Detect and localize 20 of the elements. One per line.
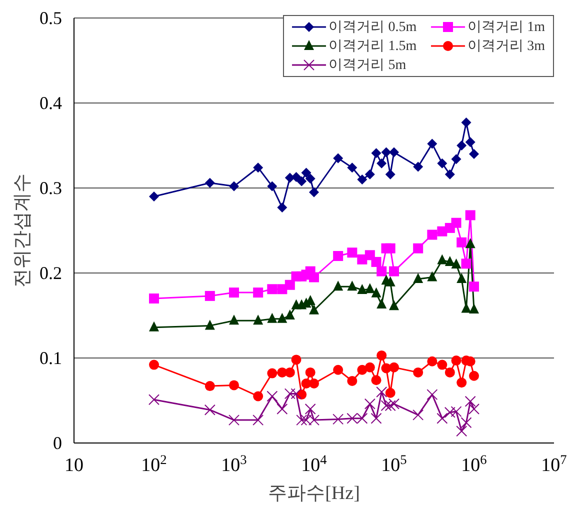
legend-label: 이격거리 5m: [328, 57, 406, 74]
y-tick-label: 0.5: [40, 8, 62, 28]
x-tick-label: 10$^{2}$: [141, 452, 167, 476]
y-tick-label: 0.2: [40, 263, 62, 283]
legend-label: 이격거리 0.5m: [328, 19, 417, 36]
legend-label: 이격거리 1m: [468, 19, 545, 36]
x-axis-title: 주파수[Hz]: [268, 483, 360, 504]
x-tick-label: 10$^{4}$: [301, 452, 328, 476]
y-axis-title: 전위간섭계수: [12, 174, 33, 288]
x-tick-label: 10$^{7}$: [541, 452, 568, 476]
legend-label: 이격거리 1.5m: [328, 38, 417, 55]
legend-label: 이격거리 3m: [468, 38, 545, 55]
y-tick-label: 0: [53, 433, 62, 453]
y-tick-label: 0.3: [40, 178, 62, 198]
y-tick-label: 0.4: [40, 93, 62, 113]
x-tick-label: 10$^{6}$: [461, 452, 488, 476]
x-tick-label: 10$^{5}$: [381, 452, 408, 476]
y-tick-label: 0.1: [40, 348, 62, 368]
x-tick-label: 10$^{3}$: [221, 452, 248, 476]
x-tick-label: 10: [64, 455, 84, 476]
